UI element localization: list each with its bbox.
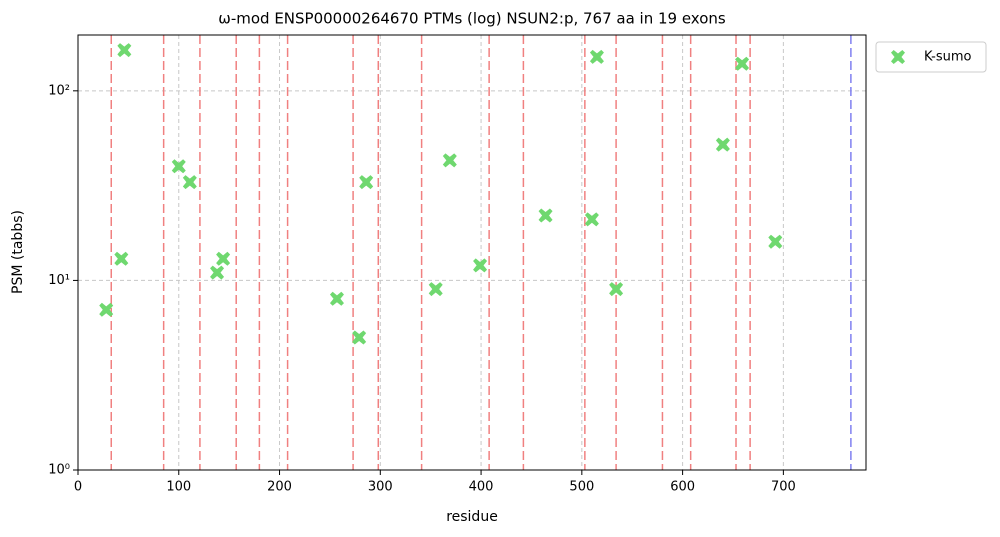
x-axis-label: residue [446, 509, 498, 525]
point [473, 258, 488, 273]
x-tick-label: 200 [267, 480, 292, 495]
point [442, 153, 457, 168]
point [216, 251, 231, 266]
legend: K-sumo [875, 41, 987, 73]
y-tick-label: 10² [48, 83, 70, 98]
point [584, 212, 599, 227]
point [589, 49, 604, 64]
point [114, 251, 129, 266]
y-axis-label: PSM (tabbs) [10, 210, 26, 294]
point [329, 291, 344, 306]
point [171, 159, 186, 174]
plot-frame [77, 34, 867, 471]
y-tick-label: 10⁰ [48, 463, 70, 478]
x-tick-label: 300 [368, 480, 393, 495]
point [117, 43, 132, 58]
legend-box [875, 41, 987, 73]
chart-title: ω-mod ENSP00000264670 PTMs (log) NSUN2:p… [218, 10, 726, 28]
point [182, 175, 197, 190]
x-tick-label: 100 [166, 480, 191, 495]
point [735, 56, 750, 71]
point [210, 265, 225, 280]
point [768, 234, 783, 249]
legend-label: K-sumo [924, 50, 972, 65]
x-tick-label: 500 [569, 480, 594, 495]
point [609, 282, 624, 297]
point [538, 208, 553, 223]
point [428, 282, 443, 297]
point [99, 302, 114, 317]
point [352, 330, 367, 345]
x-tick-label: 400 [469, 480, 494, 495]
y-tick-label: 10¹ [48, 273, 70, 288]
x-tick-label: 600 [670, 480, 695, 495]
point [359, 175, 374, 190]
x-tick-label: 0 [74, 480, 82, 495]
point [715, 137, 730, 152]
legend-marker [891, 50, 905, 64]
x-tick-label: 700 [771, 480, 796, 495]
